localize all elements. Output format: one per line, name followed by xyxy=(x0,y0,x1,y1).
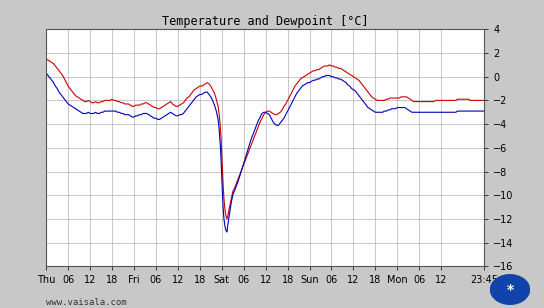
Title: Temperature and Dewpoint [°C]: Temperature and Dewpoint [°C] xyxy=(162,15,368,28)
Circle shape xyxy=(491,275,529,304)
Text: *: * xyxy=(506,282,514,297)
Text: www.vaisala.com: www.vaisala.com xyxy=(46,298,127,307)
